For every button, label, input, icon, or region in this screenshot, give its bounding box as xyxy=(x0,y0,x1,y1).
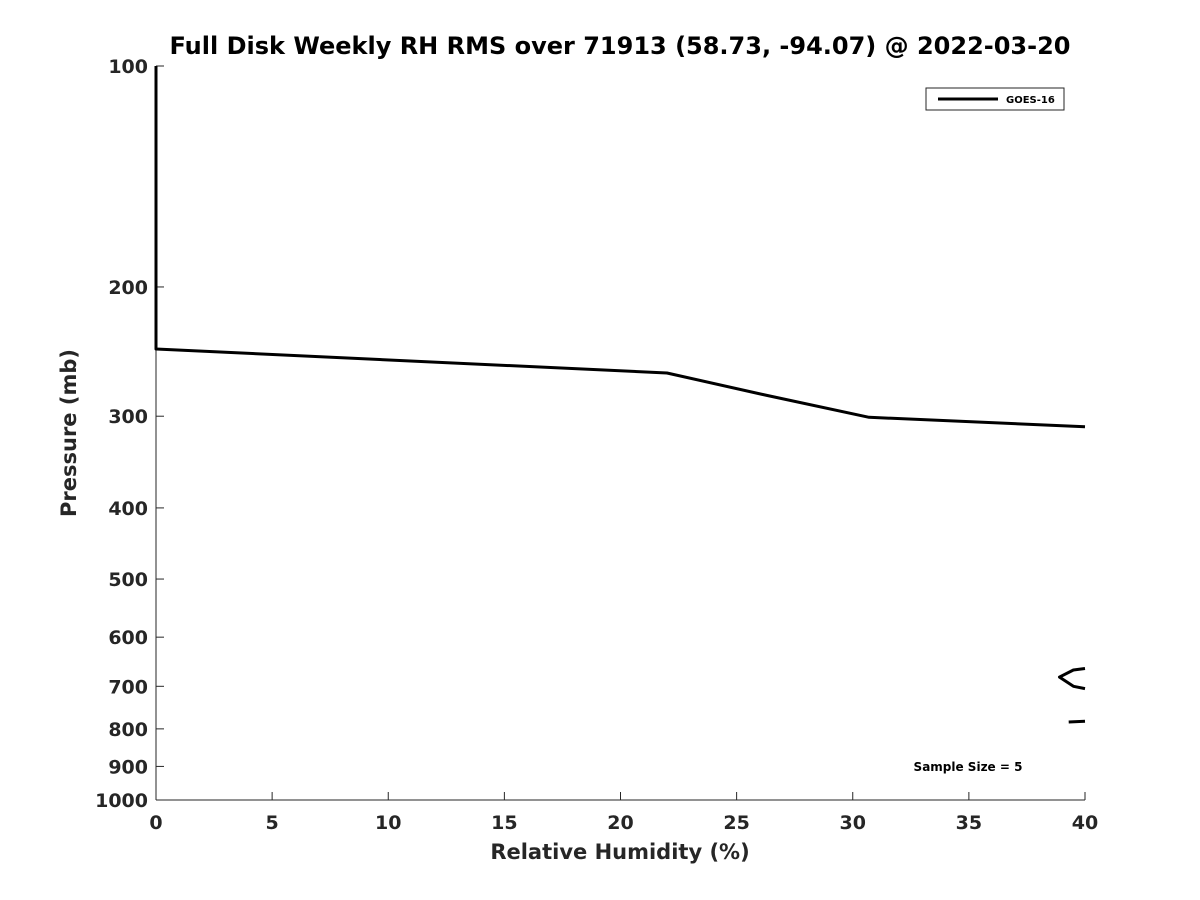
x-tick-label: 5 xyxy=(266,812,279,834)
y-tick-label: 200 xyxy=(108,277,148,299)
x-axis-label: Relative Humidity (%) xyxy=(490,840,749,864)
x-tick-label: 20 xyxy=(607,812,633,834)
series-line-goes-16 xyxy=(1058,667,1086,691)
x-tick-label: 25 xyxy=(723,812,749,834)
x-tick-label: 0 xyxy=(149,812,162,834)
x-ticks: 0 5 10 15 20 25 30 35 40 xyxy=(149,792,1098,834)
y-tick-label: 400 xyxy=(108,498,148,520)
y-tick-label: 700 xyxy=(108,676,148,698)
x-tick-label: 35 xyxy=(956,812,982,834)
x-tick-label: 10 xyxy=(375,812,401,834)
y-tick-label: 100 xyxy=(108,56,148,78)
y-tick-label: 800 xyxy=(108,719,148,741)
series-layer xyxy=(154,66,1086,724)
y-tick-label: 300 xyxy=(108,406,148,428)
chart-title: Full Disk Weekly RH RMS over 71913 (58.7… xyxy=(169,32,1070,60)
series-line-goes-16 xyxy=(154,66,1086,429)
series-line-goes-16 xyxy=(1068,719,1086,724)
y-tick-label: 900 xyxy=(108,756,148,778)
legend-label-goes-16: GOES-16 xyxy=(1006,95,1055,106)
y-tick-label: 1000 xyxy=(95,790,148,812)
x-tick-label: 15 xyxy=(491,812,517,834)
y-ticks: 100 200 300 400 500 600 700 800 900 1000 xyxy=(95,56,164,812)
sample-size-annotation: Sample Size = 5 xyxy=(914,760,1023,774)
axes xyxy=(155,66,1085,801)
y-tick-label: 600 xyxy=(108,627,148,649)
x-tick-label: 40 xyxy=(1072,812,1098,834)
y-axis-label: Pressure (mb) xyxy=(57,349,81,517)
y-tick-label: 500 xyxy=(108,569,148,591)
x-tick-label: 30 xyxy=(840,812,866,834)
legend: GOES-16 xyxy=(925,87,1065,111)
